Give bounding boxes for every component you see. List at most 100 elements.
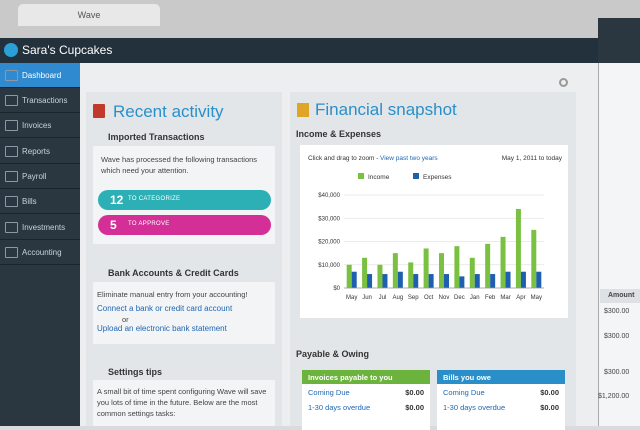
amount: $1,200.00 [598, 393, 630, 400]
imported-text: Wave has processed the following transac… [101, 155, 258, 175]
bar [515, 208, 521, 288]
nav-label: Payroll [22, 172, 47, 181]
bank-box [93, 282, 275, 344]
bar [346, 264, 352, 288]
row-label: 1-30 days overdue [308, 403, 371, 412]
amount-header: Amount [600, 289, 640, 303]
nav-item[interactable]: Invoices [0, 113, 80, 138]
bar [367, 274, 373, 288]
row-amount: $0.00 [405, 403, 424, 412]
panel-row[interactable]: 1-30 days overdue $0.00 [437, 399, 565, 414]
subsection-title: Income & Expenses [296, 129, 382, 139]
nav-item[interactable]: Dashboard [0, 63, 80, 88]
owing-panel: Bills you owe Coming Due $0.00 1-30 days … [437, 370, 565, 430]
link[interactable]: Upload an electronic bank statement [97, 324, 227, 333]
bar [423, 248, 429, 288]
nav-item[interactable]: Investments [0, 215, 80, 240]
sidebar: Dashboard Transactions Invoices Reports … [0, 63, 80, 426]
bar [428, 274, 434, 288]
count: 5 [110, 218, 117, 232]
zoom-link[interactable]: View past two years [380, 155, 438, 162]
panel-row[interactable]: Coming Due $0.00 [302, 384, 430, 399]
nav-item[interactable]: Payroll [0, 164, 80, 189]
business-name[interactable]: Sara's Cupcakes [22, 43, 113, 57]
bar [520, 271, 526, 288]
x-tick-label: Oct [424, 295, 434, 301]
amount: $300.00 [604, 308, 630, 315]
row-amount: $0.00 [405, 388, 424, 397]
bar [444, 274, 449, 288]
nav-item[interactable]: Transactions [0, 88, 80, 113]
y-tick-label: $40,000 [318, 193, 340, 199]
bar [469, 257, 475, 288]
panel-title: Bills you owe [437, 370, 565, 384]
x-tick-label: Jun [362, 295, 372, 301]
x-tick-label: Aug [393, 295, 404, 301]
link[interactable]: Connect a bank or credit card account [97, 304, 233, 313]
nav-item[interactable]: Bills [0, 189, 80, 214]
x-tick-label: Nov [439, 295, 450, 301]
section-title: Financial snapshot [315, 100, 457, 119]
panel-row[interactable]: 1-30 days overdue $0.00 [302, 399, 430, 414]
button-label: TO APPROVE [128, 221, 170, 227]
bar [413, 274, 419, 288]
legend-label: Expenses [423, 174, 452, 181]
x-tick-label: Feb [485, 295, 496, 301]
row-amount: $0.00 [540, 388, 559, 397]
x-tick-label: May [346, 295, 357, 301]
bar [408, 262, 414, 288]
background-header [598, 18, 640, 63]
bar [377, 264, 383, 288]
range-text: May 1, 2011 to today [502, 155, 563, 162]
settings-gear[interactable] [559, 78, 568, 87]
legend-swatch [358, 173, 364, 179]
payable-panel: Invoices payable to you Coming Due $0.00 … [302, 370, 430, 430]
count: 12 [110, 193, 124, 207]
bar [382, 274, 388, 288]
approve-button[interactable]: 5 TO APPROVE [98, 215, 271, 235]
panel-title: Invoices payable to you [302, 370, 430, 384]
tips-text: A small bit of time spent configuring Wa… [97, 387, 267, 418]
income-expense-chart[interactable]: Click and drag to zoom - View past two y… [300, 145, 568, 318]
subsection-title: Imported Transactions [108, 132, 205, 142]
categorize-button[interactable]: 12 TO CATEGORIZE [98, 190, 271, 210]
bar [505, 271, 511, 288]
button-label: TO CATEGORIZE [128, 196, 181, 202]
zoom-text: Click and drag to zoom - [308, 155, 378, 162]
x-tick-label: Sep [408, 295, 419, 301]
bar [362, 257, 368, 288]
legend-swatch [413, 173, 419, 179]
panel-row[interactable]: Coming Due $0.00 [437, 384, 565, 399]
x-tick-label: May [531, 295, 542, 301]
row-label: Coming Due [308, 388, 350, 397]
tips-box [93, 380, 275, 426]
nav-label: Dashboard [22, 71, 62, 80]
bar [459, 276, 465, 288]
x-tick-label: Jul [379, 295, 387, 301]
bar [397, 271, 403, 288]
bar [500, 236, 506, 288]
bar [454, 246, 460, 288]
row-amount: $0.00 [540, 403, 559, 412]
bar [536, 271, 542, 288]
calendar-icon [93, 104, 105, 118]
bar [490, 274, 496, 288]
nav-label: Accounting [22, 248, 62, 257]
bank-text: Eliminate manual entry from your account… [97, 290, 248, 299]
nav-label: Reports [22, 147, 51, 156]
nav-item[interactable]: Accounting [0, 240, 80, 265]
bar [392, 253, 398, 288]
logo [4, 43, 18, 57]
x-tick-label: Mar [500, 295, 510, 301]
y-tick-label: $10,000 [318, 263, 340, 269]
nav-label: Investments [22, 223, 66, 232]
y-tick-label: $0 [333, 286, 340, 292]
bar [474, 274, 480, 288]
y-tick-label: $20,000 [318, 240, 340, 246]
nav-item[interactable]: Reports [0, 139, 80, 164]
browser-tab[interactable]: Wave [18, 4, 160, 26]
legend-label: Income [368, 174, 390, 181]
subsection-title: Settings tips [108, 367, 163, 377]
section-title: Recent activity [113, 102, 224, 121]
